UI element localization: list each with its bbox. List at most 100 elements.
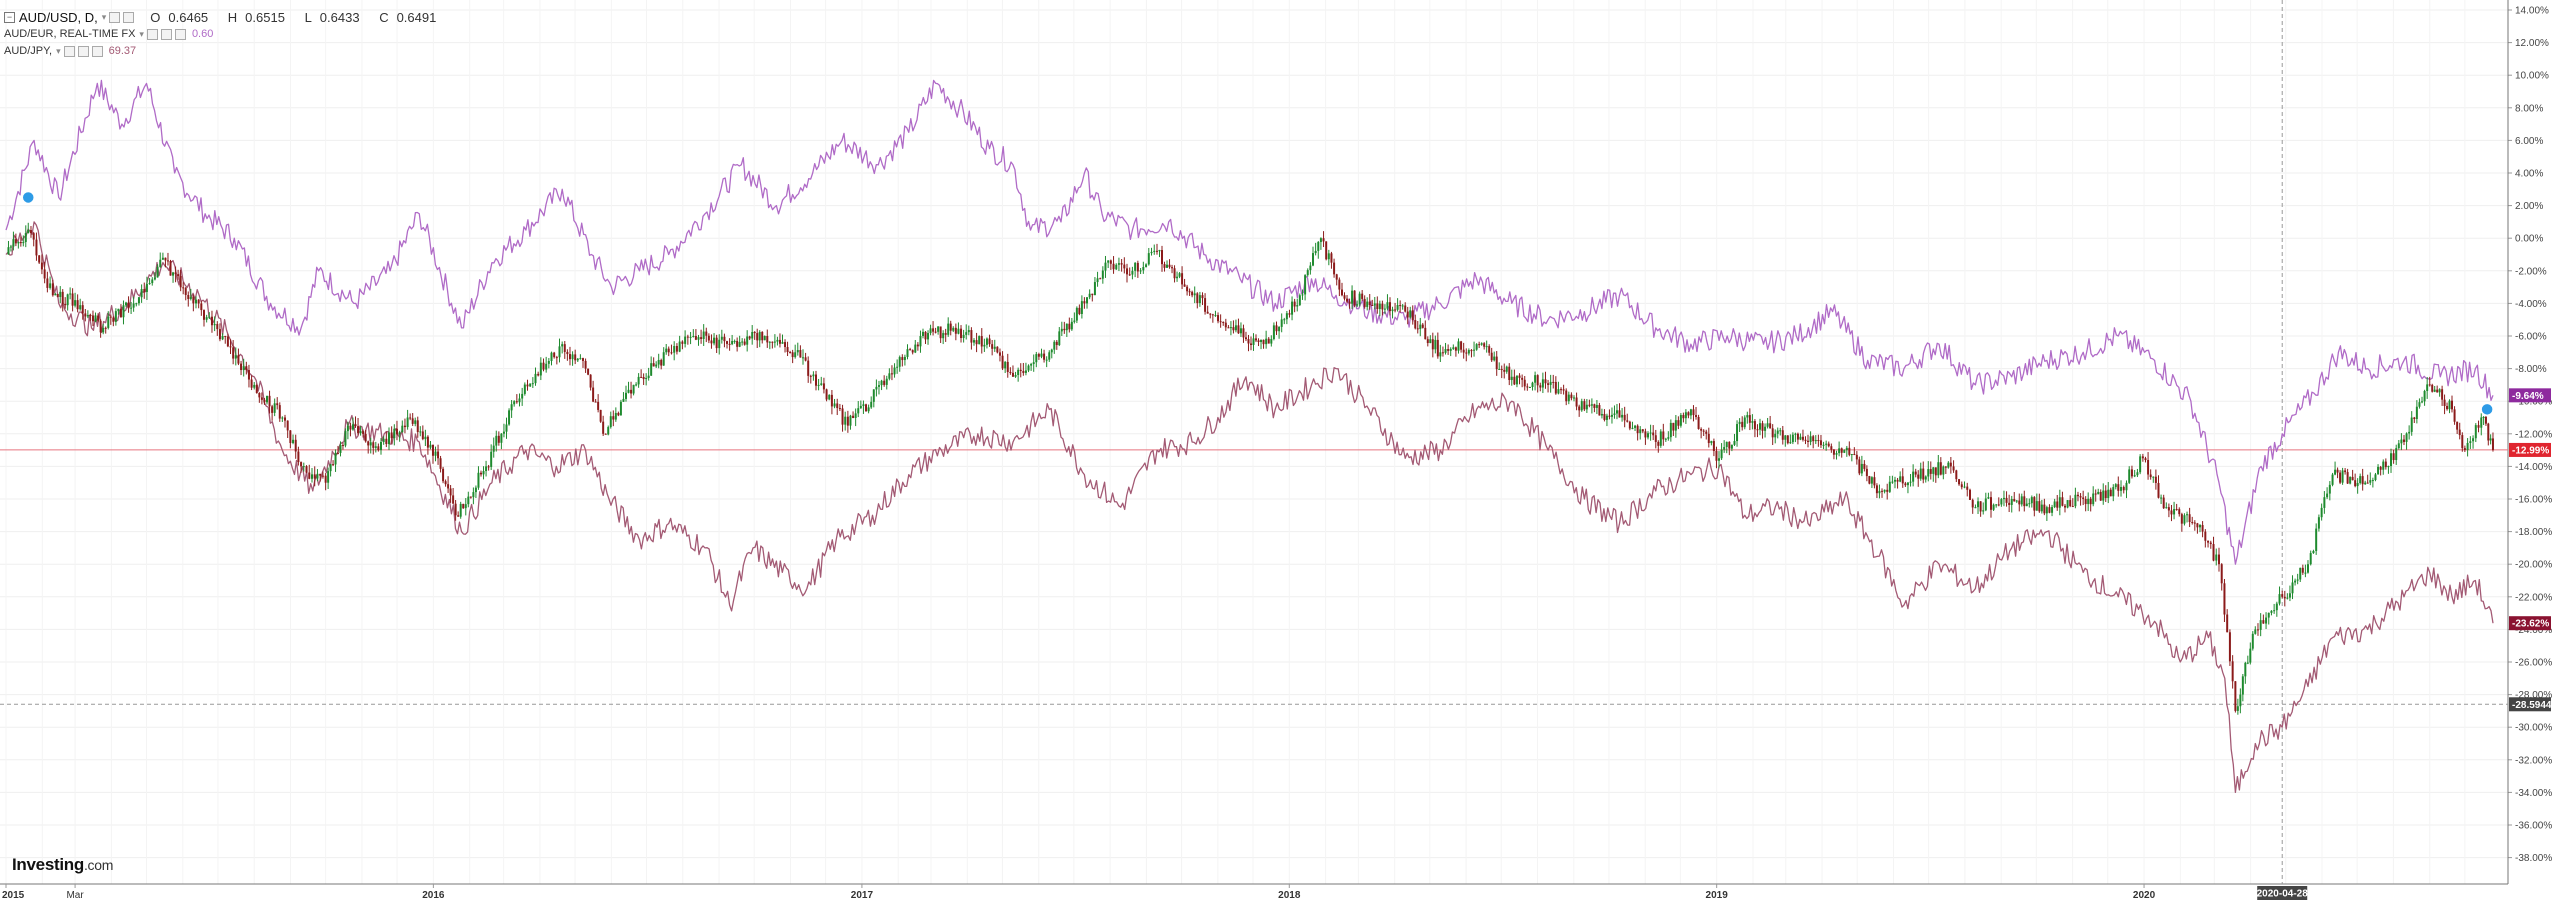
- candle-body: [983, 344, 986, 347]
- candle-body: [1068, 323, 1071, 330]
- candle-body: [1748, 415, 1751, 423]
- eye-icon[interactable]: [63, 45, 75, 57]
- candle-body: [29, 230, 32, 234]
- chevron-down-icon[interactable]: ▾: [139, 28, 144, 39]
- candle-body: [286, 420, 289, 431]
- candle-body: [1534, 375, 1537, 383]
- candle-body: [1117, 263, 1120, 265]
- close-icon[interactable]: [91, 45, 103, 57]
- candle-body: [1227, 327, 1230, 329]
- candle-body: [1585, 404, 1588, 410]
- candle-body: [1115, 264, 1118, 270]
- candle-body: [939, 326, 942, 339]
- legend-main-symbol[interactable]: AUD/USD, D,: [19, 10, 98, 25]
- candle-body: [444, 481, 447, 485]
- candle-body: [229, 346, 232, 348]
- candle-body: [880, 380, 883, 386]
- candle-body: [1605, 415, 1608, 420]
- candle-body: [140, 289, 143, 298]
- candle-body: [1743, 417, 1746, 428]
- candle-body: [22, 242, 25, 244]
- candle-body: [587, 368, 590, 375]
- compare-symbol-aud-eur[interactable]: AUD/EUR, REAL-TIME FX: [4, 28, 136, 40]
- collapse-icon[interactable]: −: [4, 12, 15, 23]
- candle-body: [1598, 405, 1601, 416]
- candle-body: [253, 384, 256, 388]
- candle-body: [2262, 620, 2265, 624]
- candle-body: [1539, 385, 1542, 388]
- candle-body: [2048, 507, 2051, 513]
- candle-body: [1728, 441, 1731, 449]
- candle-body: [751, 331, 754, 339]
- candle-body: [2491, 438, 2494, 450]
- candle-body: [1631, 427, 1634, 429]
- candle-body: [1843, 450, 1846, 453]
- candle-body: [1234, 325, 1237, 331]
- crosshair-value-label-bg: [2509, 697, 2551, 712]
- plot-background: [0, 0, 2508, 884]
- candle-body: [2241, 676, 2244, 695]
- candle-body: [1677, 420, 1680, 426]
- candle-body: [2397, 443, 2400, 449]
- candle-body: [1488, 346, 1491, 353]
- candle-body: [996, 346, 999, 353]
- candle-body: [240, 363, 243, 371]
- candle-body: [2463, 448, 2466, 451]
- candle-body: [1346, 298, 1349, 302]
- candle-body: [655, 364, 658, 367]
- settings-icon[interactable]: [160, 28, 172, 40]
- candle-body: [1786, 435, 1789, 444]
- close-icon[interactable]: [174, 28, 186, 40]
- settings-icon[interactable]: [123, 12, 135, 23]
- candle-body: [566, 351, 569, 355]
- candle-body: [1171, 267, 1174, 269]
- candle-body: [2487, 423, 2490, 441]
- chevron-down-icon[interactable]: ▾: [101, 12, 107, 22]
- candle-body: [192, 296, 195, 304]
- candle-body: [1766, 423, 1769, 427]
- candle-body: [2212, 544, 2215, 561]
- candle-body: [56, 293, 59, 297]
- candle-body: [2136, 472, 2139, 476]
- candle-body: [1166, 264, 1169, 268]
- eye-icon[interactable]: [146, 28, 158, 40]
- settings-icon[interactable]: [77, 45, 89, 57]
- candle-body: [1807, 440, 1810, 442]
- candle-body: [715, 337, 718, 349]
- candle-body: [414, 420, 417, 424]
- candle-body: [529, 383, 532, 387]
- eye-icon[interactable]: [109, 12, 121, 23]
- compare-symbol-aud-jpy[interactable]: AUD/JPY,: [4, 45, 53, 57]
- candle-body: [172, 272, 175, 276]
- x-tick-label: 2015: [2, 890, 25, 901]
- candle-body: [2446, 405, 2449, 410]
- candle-body: [1853, 453, 1856, 455]
- candle-body: [972, 340, 975, 343]
- chevron-down-icon[interactable]: ▾: [56, 45, 61, 56]
- candle-body: [561, 344, 564, 347]
- candle-body: [2005, 497, 2008, 503]
- candle-body: [1409, 310, 1412, 318]
- candle-body: [781, 342, 784, 344]
- candle-body: [385, 438, 388, 445]
- candle-body: [720, 336, 723, 340]
- candle-body: [112, 317, 115, 322]
- candle-body: [1870, 477, 1873, 484]
- candle-body: [854, 413, 857, 418]
- candle-body: [2361, 476, 2364, 485]
- candle-body: [2066, 500, 2069, 508]
- candle-body: [1112, 263, 1115, 270]
- candle-body: [1652, 432, 1655, 436]
- candle-body: [1801, 436, 1804, 440]
- candle-body: [1309, 265, 1312, 271]
- candle-body: [1822, 444, 1825, 446]
- candle-body: [177, 274, 180, 277]
- candle-body: [289, 430, 292, 444]
- candle-body: [728, 343, 731, 345]
- candle-body: [127, 302, 130, 309]
- y-tick-label: -34.00%: [2515, 788, 2552, 799]
- candle-body: [2178, 509, 2181, 515]
- candle-body: [937, 326, 940, 332]
- candle-body: [1615, 410, 1618, 414]
